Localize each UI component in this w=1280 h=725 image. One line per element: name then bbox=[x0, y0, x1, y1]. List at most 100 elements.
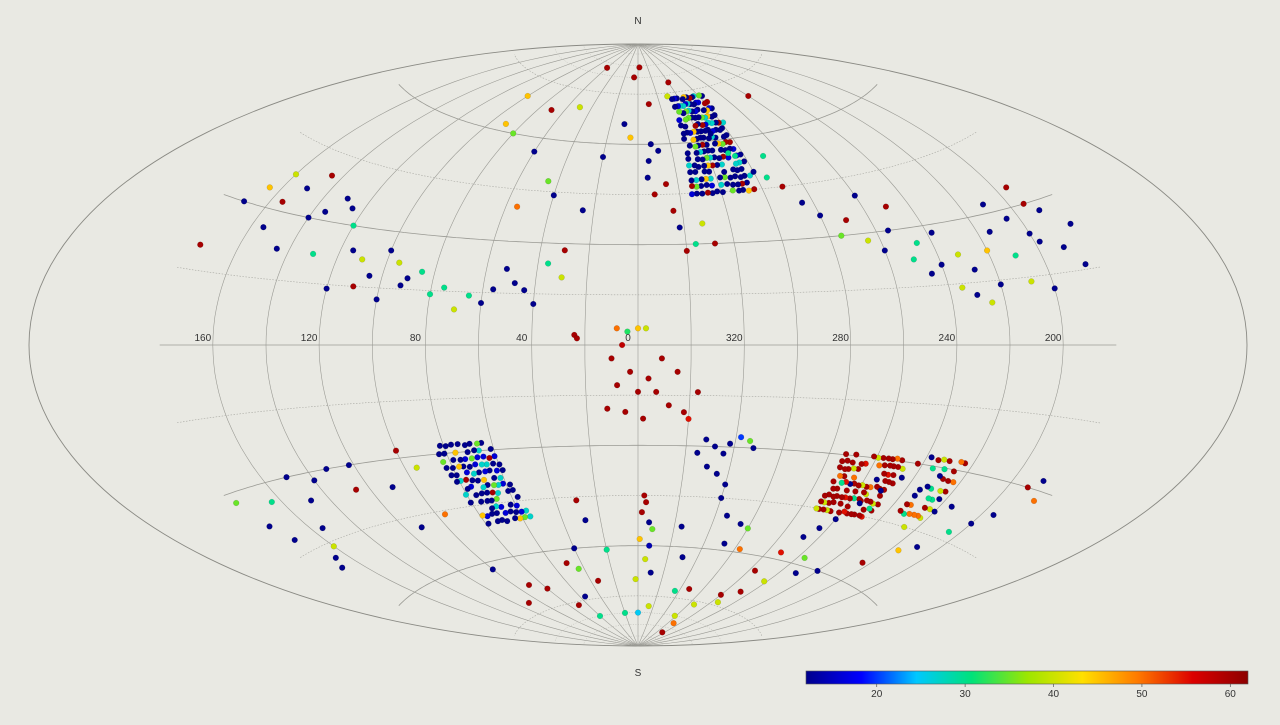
data-point bbox=[954, 251, 962, 258]
data-point bbox=[618, 341, 626, 349]
data-point bbox=[670, 207, 677, 214]
data-point bbox=[1012, 252, 1019, 259]
data-point bbox=[997, 281, 1004, 288]
colorbar-tick-label: 40 bbox=[1048, 689, 1060, 700]
data-point bbox=[636, 535, 643, 543]
data-point bbox=[308, 497, 315, 504]
data-point bbox=[924, 483, 931, 490]
data-point bbox=[449, 464, 457, 472]
data-point bbox=[671, 103, 679, 110]
data-point bbox=[718, 181, 725, 188]
data-point bbox=[853, 451, 860, 458]
data-point bbox=[714, 599, 722, 606]
data-point bbox=[486, 454, 493, 462]
data-point bbox=[480, 453, 487, 460]
data-point bbox=[350, 283, 357, 290]
data-point bbox=[737, 588, 744, 595]
data-point bbox=[266, 184, 273, 191]
data-point bbox=[645, 100, 652, 108]
data-point bbox=[524, 92, 531, 100]
data-point bbox=[860, 489, 868, 496]
data-point bbox=[1003, 215, 1010, 222]
data-point bbox=[938, 261, 945, 268]
data-point bbox=[935, 457, 942, 464]
data-point bbox=[979, 201, 987, 208]
data-point bbox=[880, 454, 887, 462]
data-point bbox=[944, 477, 952, 485]
data-point bbox=[730, 166, 737, 173]
data-point bbox=[388, 247, 395, 254]
data-point bbox=[521, 287, 528, 294]
data-point bbox=[1051, 285, 1058, 292]
data-point bbox=[477, 299, 485, 307]
data-point bbox=[674, 368, 681, 375]
data-point bbox=[881, 247, 888, 254]
longitude-tick-label: 320 bbox=[726, 333, 743, 344]
data-point bbox=[647, 141, 654, 148]
data-point bbox=[571, 545, 578, 552]
data-point bbox=[676, 108, 683, 115]
data-point bbox=[490, 460, 497, 467]
data-point bbox=[830, 478, 837, 485]
parallel-line bbox=[223, 444, 1053, 496]
data-point bbox=[480, 484, 487, 491]
data-point bbox=[929, 465, 936, 472]
colorbar-gradient bbox=[805, 670, 1249, 685]
data-point bbox=[311, 477, 318, 484]
data-point bbox=[701, 162, 708, 169]
data-point bbox=[544, 585, 551, 592]
data-point bbox=[328, 172, 336, 179]
data-point bbox=[457, 456, 464, 463]
parallel-line bbox=[398, 84, 878, 145]
longitude-tick-label: 240 bbox=[939, 333, 956, 344]
data-point bbox=[798, 199, 806, 206]
data-point bbox=[581, 593, 589, 600]
data-point bbox=[473, 492, 480, 499]
data-point bbox=[513, 508, 520, 516]
data-point bbox=[719, 189, 727, 196]
data-point bbox=[266, 523, 273, 530]
data-point bbox=[502, 120, 510, 128]
data-point bbox=[642, 499, 650, 506]
data-point bbox=[704, 189, 712, 196]
data-point bbox=[700, 107, 707, 114]
data-point bbox=[478, 461, 485, 468]
data-point bbox=[470, 470, 478, 477]
data-point bbox=[599, 153, 607, 161]
data-point bbox=[936, 472, 944, 480]
data-point bbox=[608, 355, 615, 362]
data-point bbox=[511, 515, 519, 522]
data-point bbox=[305, 214, 312, 221]
data-point bbox=[897, 507, 904, 514]
data-point bbox=[950, 468, 958, 475]
data-point bbox=[499, 467, 506, 474]
data-point bbox=[750, 445, 757, 452]
data-point bbox=[729, 187, 736, 194]
data-point bbox=[701, 168, 708, 175]
data-point bbox=[751, 186, 758, 193]
data-point bbox=[691, 162, 698, 169]
data-point bbox=[711, 140, 719, 147]
data-point bbox=[350, 222, 357, 229]
data-point bbox=[850, 465, 857, 472]
data-point bbox=[645, 157, 652, 165]
data-point bbox=[575, 601, 583, 609]
data-point bbox=[478, 498, 485, 505]
data-point bbox=[839, 458, 846, 465]
data-point bbox=[698, 176, 705, 183]
graticule bbox=[28, 43, 1248, 647]
data-point bbox=[844, 457, 851, 464]
data-point bbox=[882, 203, 890, 210]
data-point bbox=[473, 440, 481, 447]
data-point bbox=[646, 542, 653, 549]
data-point bbox=[496, 461, 503, 468]
data-point bbox=[525, 581, 533, 589]
data-point bbox=[974, 291, 981, 299]
data-point bbox=[514, 493, 521, 501]
data-point bbox=[642, 555, 649, 563]
data-point bbox=[931, 508, 938, 515]
data-point bbox=[339, 564, 346, 571]
data-point bbox=[494, 489, 502, 497]
data-point bbox=[816, 212, 824, 219]
data-point bbox=[478, 490, 485, 497]
